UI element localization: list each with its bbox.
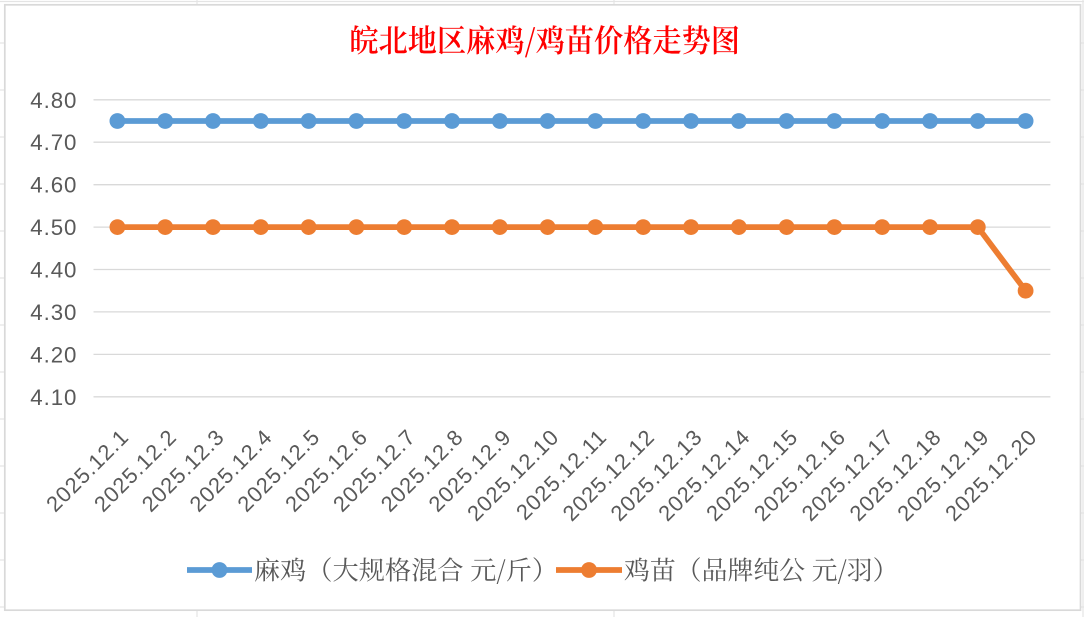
svg-text:4.60: 4.60	[30, 173, 77, 198]
svg-text:4.70: 4.70	[30, 130, 77, 155]
svg-text:4.10: 4.10	[30, 385, 77, 410]
svg-text:4.50: 4.50	[30, 215, 77, 240]
svg-text:4.30: 4.30	[30, 300, 77, 325]
svg-text:4.40: 4.40	[30, 258, 77, 283]
svg-text:4.80: 4.80	[30, 88, 77, 113]
svg-text:4.20: 4.20	[30, 342, 77, 367]
